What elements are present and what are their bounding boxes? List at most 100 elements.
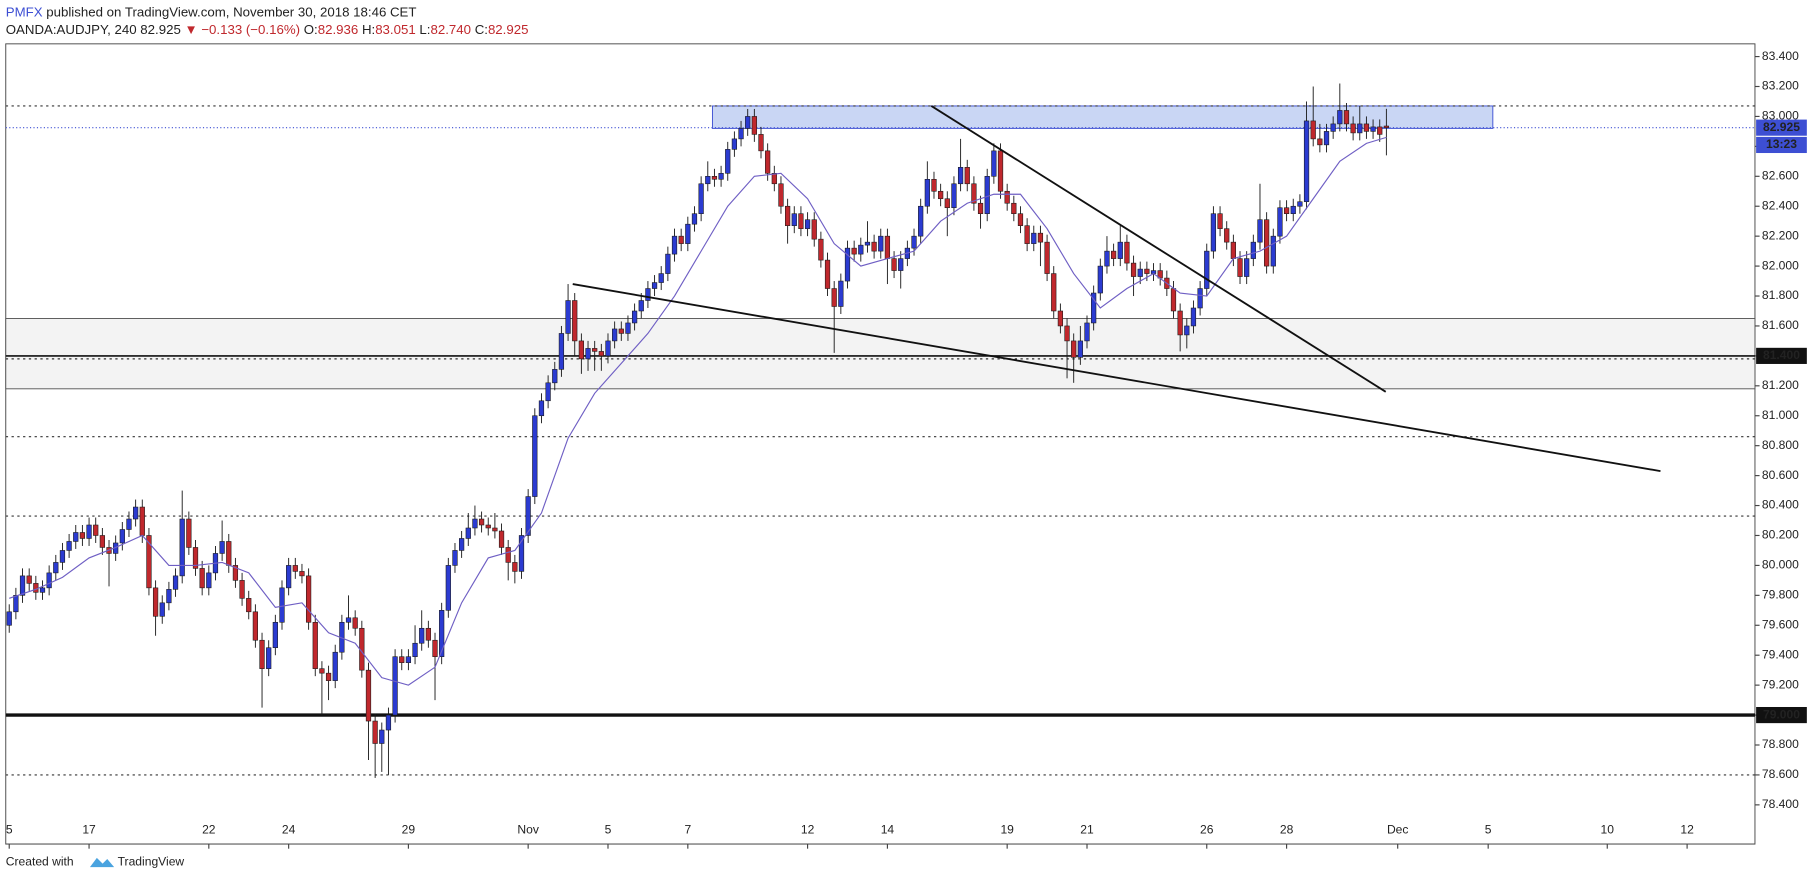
- candle-body: [1071, 340, 1077, 358]
- candle-body: [419, 627, 425, 644]
- countdown-label: 13:23: [1766, 137, 1797, 151]
- candle-body: [392, 656, 398, 716]
- candle-body: [1190, 307, 1197, 327]
- candle-body: [1297, 201, 1303, 207]
- candle-body: [678, 235, 684, 244]
- x-tick-label: 5: [6, 822, 13, 836]
- y-tick-label: 78.600: [1762, 767, 1799, 781]
- level-label-bg: [1756, 706, 1807, 724]
- moving-average: [9, 136, 1387, 686]
- candle-body: [299, 571, 305, 577]
- candle-body: [1270, 235, 1276, 267]
- x-tick-label: Dec: [1387, 822, 1409, 836]
- candle-body: [645, 288, 651, 301]
- trendline: [572, 283, 1661, 473]
- y-tick-label: 83.000: [1762, 109, 1799, 123]
- candle-body: [1350, 123, 1356, 134]
- candle-body: [405, 656, 412, 663]
- candle-body: [1363, 123, 1370, 132]
- countdown-label-bg: [1756, 136, 1807, 154]
- y-tick-label: 80.200: [1762, 528, 1799, 542]
- candle-body: [811, 219, 817, 240]
- candle-body: [765, 150, 771, 174]
- y-tick-label: 79.600: [1762, 617, 1799, 631]
- candle-body: [1237, 258, 1243, 277]
- candle-body: [592, 348, 598, 352]
- candle-body: [192, 547, 199, 569]
- y-tick-label: 83.200: [1762, 79, 1799, 93]
- candle-body: [658, 273, 664, 283]
- candle-body: [838, 280, 844, 307]
- x-tick-label: 29: [402, 822, 416, 836]
- trendline: [930, 105, 1387, 393]
- candle-body: [685, 223, 691, 244]
- candle-body: [152, 587, 159, 617]
- candle-body: [86, 524, 92, 539]
- candle-body: [1097, 265, 1103, 294]
- y-tick-label: 81.800: [1762, 288, 1799, 302]
- candle-body: [505, 547, 511, 563]
- last: 82.925: [140, 22, 181, 37]
- candle-body: [1250, 241, 1256, 259]
- level-label: 79.000: [1763, 707, 1800, 721]
- candle-body: [1104, 250, 1110, 267]
- candle-body: [39, 587, 46, 593]
- x-tick-label: 5: [605, 822, 612, 836]
- candle-body: [232, 565, 239, 581]
- candle-body: [1343, 110, 1350, 125]
- candle-body: [971, 183, 977, 204]
- candle-body: [292, 565, 298, 572]
- published: published on TradingView.com, November 3…: [46, 4, 416, 19]
- footer-brand[interactable]: TradingView: [118, 855, 185, 869]
- y-tick-label: 80.800: [1762, 438, 1799, 452]
- x-tick-label: Nov: [517, 822, 539, 836]
- y-tick-label: 82.000: [1762, 258, 1799, 272]
- candle-body: [1323, 131, 1330, 146]
- ohlc-key: H:: [362, 22, 375, 37]
- y-tick-label: 81.600: [1762, 318, 1799, 332]
- y-tick-label: 79.800: [1762, 588, 1799, 602]
- last-price-label: 82.925: [1763, 120, 1800, 134]
- x-tick-label: 5: [1485, 822, 1492, 836]
- x-tick-label: 14: [881, 822, 895, 836]
- candle-body: [272, 621, 278, 649]
- candle-body: [518, 535, 525, 572]
- candle-body: [851, 247, 857, 255]
- x-tick-label: 26: [1200, 822, 1214, 836]
- candle-body: [33, 583, 39, 593]
- last-price-label-bg: [1756, 119, 1807, 136]
- candle-body: [938, 190, 944, 200]
- candle-body: [651, 282, 658, 289]
- y-tick-label: 80.400: [1762, 498, 1799, 512]
- candle-body: [957, 167, 964, 185]
- candle-body: [1290, 205, 1296, 214]
- candle-body: [1137, 268, 1143, 277]
- candle-body: [864, 241, 871, 246]
- y-tick-label: 81.000: [1762, 408, 1799, 422]
- level-label-bg: [1756, 347, 1807, 364]
- candle-body: [226, 541, 232, 566]
- y-tick-label: 82.200: [1762, 228, 1799, 242]
- candle-body: [166, 589, 172, 604]
- candle-body: [219, 541, 225, 554]
- candle-body: [365, 669, 372, 722]
- candle-body: [705, 176, 711, 185]
- candle-body: [1210, 213, 1217, 252]
- candle-body: [1230, 241, 1236, 259]
- candle-body: [279, 587, 285, 623]
- candle-body: [725, 149, 731, 174]
- candle-body: [199, 568, 205, 589]
- candle-body: [605, 340, 611, 357]
- candle-body: [711, 176, 718, 180]
- candle-body: [1037, 232, 1044, 243]
- y-tick-label: 82.400: [1762, 198, 1799, 212]
- author[interactable]: PMFX: [6, 4, 43, 19]
- candle-body: [578, 340, 584, 360]
- candle-body: [891, 258, 897, 271]
- candle-body: [472, 518, 478, 529]
- candle-body: [478, 518, 485, 526]
- candle-body: [1130, 262, 1137, 277]
- candle-body: [545, 382, 551, 402]
- candle-body: [26, 575, 32, 584]
